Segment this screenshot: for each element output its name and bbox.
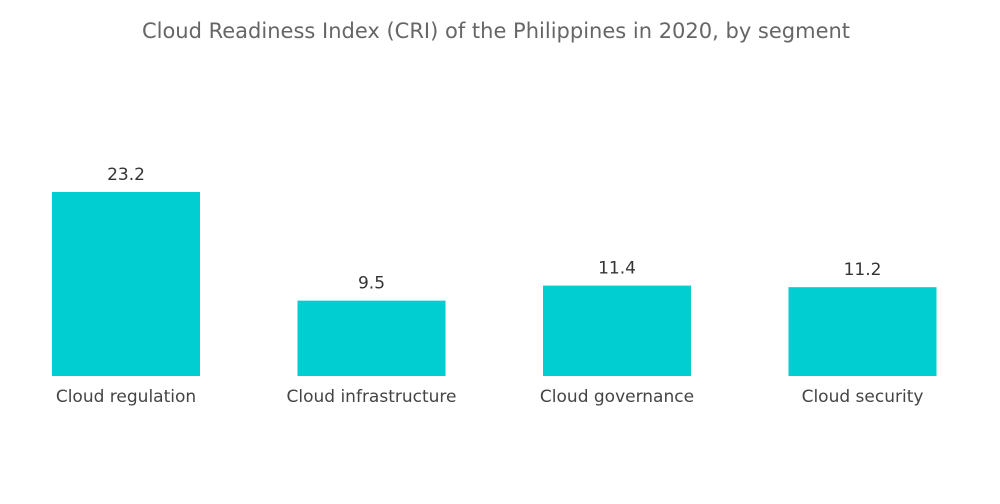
value-labels-layer: 23.2 9.5 11.4 11.2 (107, 165, 881, 294)
bar-value-label-0: 23.2 (107, 165, 145, 185)
bar-0 (52, 192, 200, 376)
category-label-1: Cloud infrastructure (287, 387, 457, 407)
category-label-0: Cloud regulation (56, 387, 196, 407)
bar-3 (788, 287, 937, 376)
category-label-3: Cloud security (802, 387, 924, 407)
bar-value-label-3: 11.2 (844, 260, 882, 280)
bar-value-label-2: 11.4 (598, 259, 636, 279)
chart-title: Cloud Readiness Index (CRI) of the Phili… (142, 19, 850, 43)
bar-1 (297, 300, 446, 376)
category-label-2: Cloud governance (540, 387, 694, 407)
bar-value-label-1: 9.5 (358, 274, 385, 294)
category-labels-layer: Cloud regulation Cloud infrastructure Clou… (56, 387, 924, 407)
bars-layer (52, 192, 937, 376)
bar-2 (543, 285, 691, 376)
